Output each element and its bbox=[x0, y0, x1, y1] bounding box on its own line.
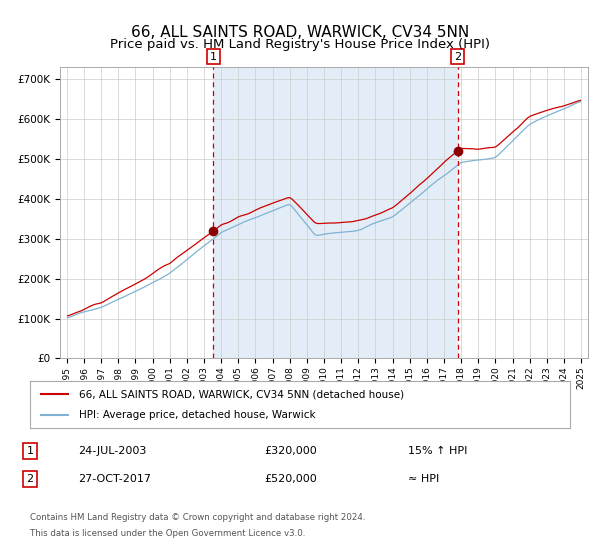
Text: Price paid vs. HM Land Registry's House Price Index (HPI): Price paid vs. HM Land Registry's House … bbox=[110, 38, 490, 51]
Text: 66, ALL SAINTS ROAD, WARWICK, CV34 5NN (detached house): 66, ALL SAINTS ROAD, WARWICK, CV34 5NN (… bbox=[79, 389, 404, 399]
Text: 1: 1 bbox=[26, 446, 34, 456]
Text: 2: 2 bbox=[454, 52, 461, 62]
Text: 27-OCT-2017: 27-OCT-2017 bbox=[78, 474, 151, 484]
Text: This data is licensed under the Open Government Licence v3.0.: This data is licensed under the Open Gov… bbox=[30, 529, 305, 538]
Text: £320,000: £320,000 bbox=[264, 446, 317, 456]
Text: HPI: Average price, detached house, Warwick: HPI: Average price, detached house, Warw… bbox=[79, 410, 315, 420]
Text: 24-JUL-2003: 24-JUL-2003 bbox=[78, 446, 146, 456]
Text: ≈ HPI: ≈ HPI bbox=[408, 474, 439, 484]
Bar bbox=[213, 67, 458, 358]
Text: 2: 2 bbox=[26, 474, 34, 484]
Text: £520,000: £520,000 bbox=[264, 474, 317, 484]
Text: Contains HM Land Registry data © Crown copyright and database right 2024.: Contains HM Land Registry data © Crown c… bbox=[30, 514, 365, 522]
Text: 15% ↑ HPI: 15% ↑ HPI bbox=[408, 446, 467, 456]
Text: 1: 1 bbox=[210, 52, 217, 62]
Text: 66, ALL SAINTS ROAD, WARWICK, CV34 5NN: 66, ALL SAINTS ROAD, WARWICK, CV34 5NN bbox=[131, 25, 469, 40]
